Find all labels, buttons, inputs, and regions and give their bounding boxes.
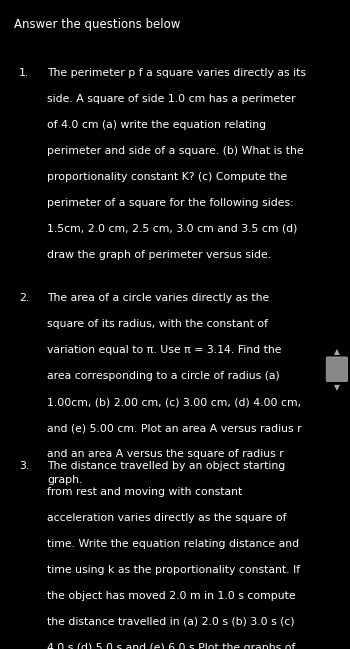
Text: variation equal to π. Use π = 3.14. Find the: variation equal to π. Use π = 3.14. Find… xyxy=(47,345,282,355)
Text: time using k as the proportionality constant. If: time using k as the proportionality cons… xyxy=(47,565,300,574)
Text: ▼: ▼ xyxy=(334,383,340,392)
Text: graph.: graph. xyxy=(47,475,83,485)
Text: and an area A versus the square of radius r: and an area A versus the square of radiu… xyxy=(47,449,284,459)
Text: 1.5cm, 2.0 cm, 2.5 cm, 3.0 cm and 3.5 cm (d): 1.5cm, 2.0 cm, 2.5 cm, 3.0 cm and 3.5 cm… xyxy=(47,224,298,234)
Text: time. Write the equation relating distance and: time. Write the equation relating distan… xyxy=(47,539,299,548)
Text: from rest and moving with constant: from rest and moving with constant xyxy=(47,487,243,496)
Text: 4.0 s (d) 5.0 s and (e) 6.0 s Plot the graphs of: 4.0 s (d) 5.0 s and (e) 6.0 s Plot the g… xyxy=(47,643,296,649)
Text: of 4.0 cm (a) write the equation relating: of 4.0 cm (a) write the equation relatin… xyxy=(47,120,266,130)
Text: perimeter of a square for the following sides:: perimeter of a square for the following … xyxy=(47,198,294,208)
Text: side. A square of side 1.0 cm has a perimeter: side. A square of side 1.0 cm has a peri… xyxy=(47,94,296,104)
Text: draw the graph of perimeter versus side.: draw the graph of perimeter versus side. xyxy=(47,250,271,260)
Text: square of its radius, with the constant of: square of its radius, with the constant … xyxy=(47,319,268,329)
Text: 1.: 1. xyxy=(19,68,29,78)
Text: perimeter and side of a square. (b) What is the: perimeter and side of a square. (b) What… xyxy=(47,146,304,156)
Text: the distance travelled in (a) 2.0 s (b) 3.0 s (c): the distance travelled in (a) 2.0 s (b) … xyxy=(47,617,295,626)
Text: 3.: 3. xyxy=(19,461,29,471)
FancyBboxPatch shape xyxy=(326,357,348,382)
Text: The perimeter p f a square varies directly as its: The perimeter p f a square varies direct… xyxy=(47,68,306,78)
Text: the object has moved 2.0 m in 1.0 s compute: the object has moved 2.0 m in 1.0 s comp… xyxy=(47,591,296,600)
Text: ▲: ▲ xyxy=(334,347,340,356)
Text: The distance travelled by an object starting: The distance travelled by an object star… xyxy=(47,461,286,471)
Text: area corresponding to a circle of radius (a): area corresponding to a circle of radius… xyxy=(47,371,280,381)
Text: 2.: 2. xyxy=(19,293,29,303)
Text: acceleration varies directly as the square of: acceleration varies directly as the squa… xyxy=(47,513,287,522)
Text: proportionality constant K? (c) Compute the: proportionality constant K? (c) Compute … xyxy=(47,172,287,182)
Text: and (e) 5.00 cm. Plot an area A versus radius r: and (e) 5.00 cm. Plot an area A versus r… xyxy=(47,423,302,433)
Text: The area of a circle varies directly as the: The area of a circle varies directly as … xyxy=(47,293,270,303)
Text: Answer the questions below: Answer the questions below xyxy=(14,18,180,31)
Text: 1.00cm, (b) 2.00 cm, (c) 3.00 cm, (d) 4.00 cm,: 1.00cm, (b) 2.00 cm, (c) 3.00 cm, (d) 4.… xyxy=(47,397,301,407)
